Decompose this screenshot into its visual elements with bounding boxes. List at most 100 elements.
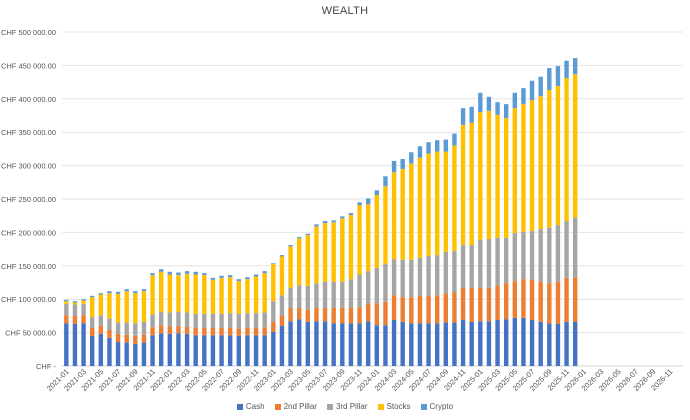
bar-cash	[503, 319, 509, 366]
bar-crypto	[72, 301, 78, 303]
bar-2nd-pillar	[391, 295, 397, 320]
bar-3rd-pillar	[314, 283, 319, 308]
bar-2nd-pillar	[572, 277, 578, 322]
bar-stocks	[547, 90, 552, 228]
bar-2nd-pillar	[503, 283, 509, 320]
bar-3rd-pillar	[167, 312, 173, 327]
bar-2nd-pillar	[158, 325, 164, 334]
legend-item: Cash	[236, 402, 265, 411]
bar-stocks	[365, 204, 371, 272]
bar-crypto	[426, 142, 431, 154]
bar-cash	[72, 323, 78, 366]
bar-crypto	[521, 88, 526, 105]
bar-stocks	[538, 96, 543, 230]
y-tick-label: CHF 150 000.00	[1, 262, 56, 271]
bar-3rd-pillar	[72, 304, 78, 316]
bar-cash	[547, 323, 552, 366]
bar-crypto	[271, 263, 276, 264]
bar-crypto	[529, 80, 535, 101]
bar-stocks	[529, 100, 535, 232]
bar-crypto	[460, 108, 466, 125]
bar-3rd-pillar	[400, 259, 405, 298]
bar-crypto	[572, 58, 578, 75]
bar-cash	[227, 335, 233, 366]
bar-3rd-pillar	[271, 301, 276, 322]
bar-2nd-pillar	[555, 281, 561, 324]
bar-crypto	[227, 275, 233, 278]
bar-crypto	[357, 202, 362, 206]
bar-cash	[150, 335, 155, 366]
bar-stocks	[124, 291, 129, 323]
bar-cash	[89, 335, 95, 366]
bar-crypto	[383, 176, 388, 187]
bar-stocks	[64, 301, 69, 304]
bar-crypto	[555, 66, 561, 87]
bar-stocks	[572, 74, 578, 218]
bar-3rd-pillar	[340, 281, 345, 308]
bar-cash	[365, 321, 371, 366]
bar-stocks	[115, 293, 121, 323]
bar-3rd-pillar	[245, 313, 250, 328]
bar-stocks	[495, 114, 500, 238]
legend-label: Cash	[245, 402, 265, 411]
bar-crypto	[115, 291, 121, 294]
bar-crypto	[322, 221, 328, 224]
bar-cash	[478, 321, 483, 366]
bar-2nd-pillar	[133, 335, 138, 344]
legend-label: Stocks	[386, 402, 411, 411]
bar-stocks	[374, 194, 380, 268]
bar-3rd-pillar	[538, 229, 543, 282]
bar-cash	[572, 321, 578, 366]
bar-3rd-pillar	[365, 271, 371, 304]
bar-cash	[210, 335, 216, 366]
bar-cash	[555, 323, 561, 366]
bar-crypto	[547, 68, 552, 91]
bar-3rd-pillar	[529, 231, 535, 280]
bar-3rd-pillar	[383, 263, 388, 302]
bar-crypto	[141, 289, 147, 292]
bar-stocks	[210, 279, 216, 314]
bar-crypto	[98, 293, 104, 295]
bar-stocks	[288, 246, 293, 288]
bar-cash	[124, 342, 129, 366]
y-tick-label: CHF 350 000.00	[1, 128, 56, 137]
bar-stocks	[176, 275, 181, 312]
bar-2nd-pillar	[469, 287, 474, 322]
bar-cash	[460, 319, 466, 366]
bar-cash	[219, 335, 224, 366]
bar-2nd-pillar	[495, 285, 500, 320]
bar-crypto	[107, 291, 112, 294]
bar-stocks	[305, 235, 311, 286]
bar-3rd-pillar	[227, 313, 233, 328]
bar-2nd-pillar	[426, 295, 431, 324]
bar-cash	[193, 335, 198, 366]
bar-stocks	[253, 276, 259, 314]
bar-cash	[202, 335, 207, 366]
bar-crypto	[253, 274, 259, 277]
bar-2nd-pillar	[417, 295, 423, 324]
bar-crypto	[314, 224, 319, 227]
bar-2nd-pillar	[107, 329, 112, 338]
bar-cash	[176, 333, 181, 366]
bar-cash	[115, 341, 121, 366]
bar-2nd-pillar	[227, 327, 233, 336]
bar-stocks	[391, 172, 397, 260]
bar-3rd-pillar	[452, 251, 457, 293]
bar-cash	[271, 331, 276, 366]
bar-cash	[434, 323, 440, 366]
bar-cash	[81, 323, 86, 366]
bar-cash	[279, 325, 285, 366]
bar-stocks	[357, 205, 362, 275]
y-tick-label: CHF 500 000.00	[1, 28, 56, 37]
bar-cash	[486, 321, 492, 366]
bar-stocks	[314, 226, 319, 284]
bar-3rd-pillar	[460, 245, 466, 288]
bar-stocks	[512, 108, 518, 234]
bar-stocks	[296, 238, 302, 286]
legend-swatch	[236, 403, 243, 410]
bar-stocks	[141, 291, 147, 322]
bar-cash	[391, 319, 397, 366]
bar-2nd-pillar	[348, 307, 354, 324]
y-tick-label: CHF 400 000.00	[1, 95, 56, 104]
bar-crypto	[348, 213, 354, 216]
